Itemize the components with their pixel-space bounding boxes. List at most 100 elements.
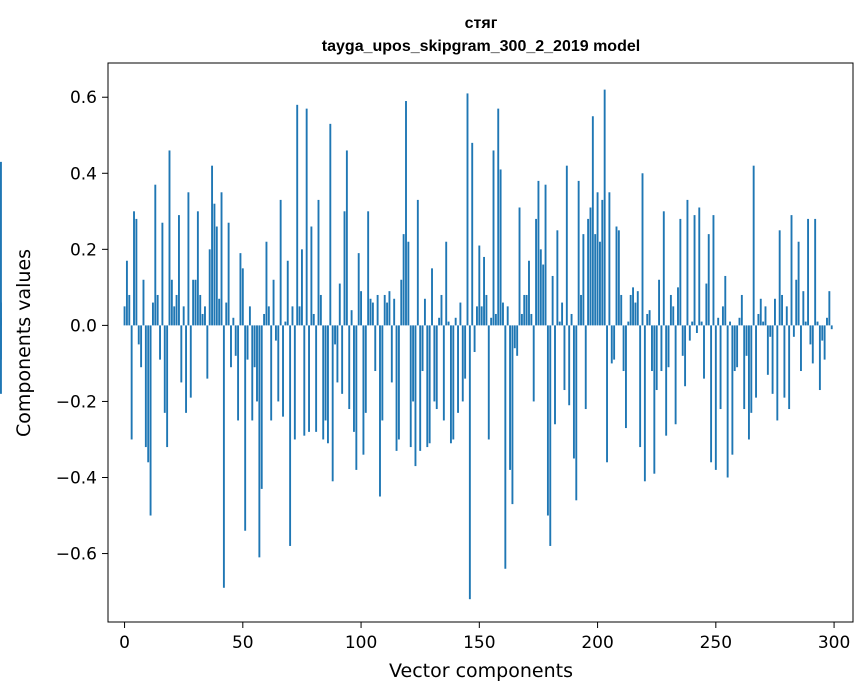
bar [795, 279, 798, 326]
bar [648, 310, 651, 326]
bar [412, 325, 415, 402]
x-axis-label: Vector components [389, 660, 573, 682]
bar [743, 325, 746, 410]
bar [215, 226, 218, 326]
bar [151, 302, 154, 326]
bar [710, 325, 713, 463]
bar [641, 173, 644, 326]
bar [454, 317, 457, 326]
bar [757, 313, 760, 326]
bar [334, 325, 336, 345]
bar [400, 279, 403, 326]
bar [374, 325, 377, 372]
bar [350, 310, 353, 326]
bar [681, 325, 684, 356]
bar [192, 279, 195, 326]
bar [144, 325, 147, 448]
bar [544, 184, 547, 326]
bar [364, 325, 367, 413]
bar [525, 294, 528, 326]
bar [246, 325, 249, 360]
bar [788, 325, 791, 410]
chart-title: стяг [465, 15, 498, 32]
bar [327, 325, 329, 444]
bar [381, 325, 384, 421]
bar [168, 150, 171, 326]
bar [189, 325, 192, 398]
bar [270, 325, 273, 421]
bar [161, 222, 164, 326]
bar [324, 325, 327, 421]
bar [554, 325, 556, 425]
bar [353, 325, 355, 432]
x-tick-label: 300 [818, 633, 850, 653]
bar [790, 215, 793, 326]
bar [341, 325, 344, 394]
bar [639, 325, 642, 448]
bar [286, 260, 289, 326]
bar [622, 325, 625, 372]
bar [620, 294, 623, 326]
bar [695, 325, 698, 333]
bar [596, 192, 599, 326]
bar [828, 291, 831, 326]
bar [130, 325, 133, 440]
bar [582, 234, 585, 326]
bar [563, 325, 566, 391]
bar [123, 306, 126, 326]
bar [293, 325, 296, 440]
bar [355, 325, 358, 470]
bar [310, 226, 313, 326]
x-tick-label: 50 [232, 633, 254, 653]
bar [445, 241, 448, 326]
plot-frame [107, 62, 854, 623]
bar [0, 325, 2, 394]
bar [530, 313, 533, 326]
bar [613, 325, 616, 360]
bar [771, 325, 774, 394]
bar [509, 325, 512, 470]
bar [669, 294, 672, 326]
bar [414, 325, 417, 467]
bar [736, 325, 739, 368]
bar [137, 325, 140, 345]
bar [182, 306, 185, 326]
bar [128, 294, 131, 326]
bar [237, 325, 240, 421]
bar [435, 325, 438, 410]
bar [395, 325, 398, 451]
bar [643, 325, 646, 482]
bar [700, 321, 703, 326]
bar [520, 313, 523, 326]
bar [655, 325, 658, 391]
bar [393, 298, 396, 326]
bar [147, 325, 150, 463]
bar [672, 306, 675, 326]
bar [438, 317, 441, 326]
bar [745, 325, 748, 356]
bar [814, 218, 817, 326]
bar [480, 306, 483, 326]
bar [539, 249, 542, 326]
bar [792, 325, 795, 337]
bar [125, 260, 128, 326]
bar [178, 215, 180, 326]
bar [279, 199, 282, 326]
y-axis-ticks: −0.6 −0.4 −0.2 0.0 0.2 0.4 0.6 [56, 88, 108, 565]
bar [218, 298, 221, 326]
bar [804, 321, 807, 326]
bar [783, 325, 786, 398]
bar [208, 249, 211, 326]
bar [213, 203, 216, 326]
bar [485, 294, 488, 326]
bar [402, 234, 405, 326]
bar [476, 306, 478, 326]
x-tick-label: 250 [700, 633, 732, 653]
bar [282, 325, 284, 417]
bar [589, 207, 592, 326]
bar [556, 230, 559, 326]
bar [452, 325, 455, 440]
bar [253, 325, 256, 368]
bar [345, 150, 348, 326]
bar [490, 317, 493, 326]
